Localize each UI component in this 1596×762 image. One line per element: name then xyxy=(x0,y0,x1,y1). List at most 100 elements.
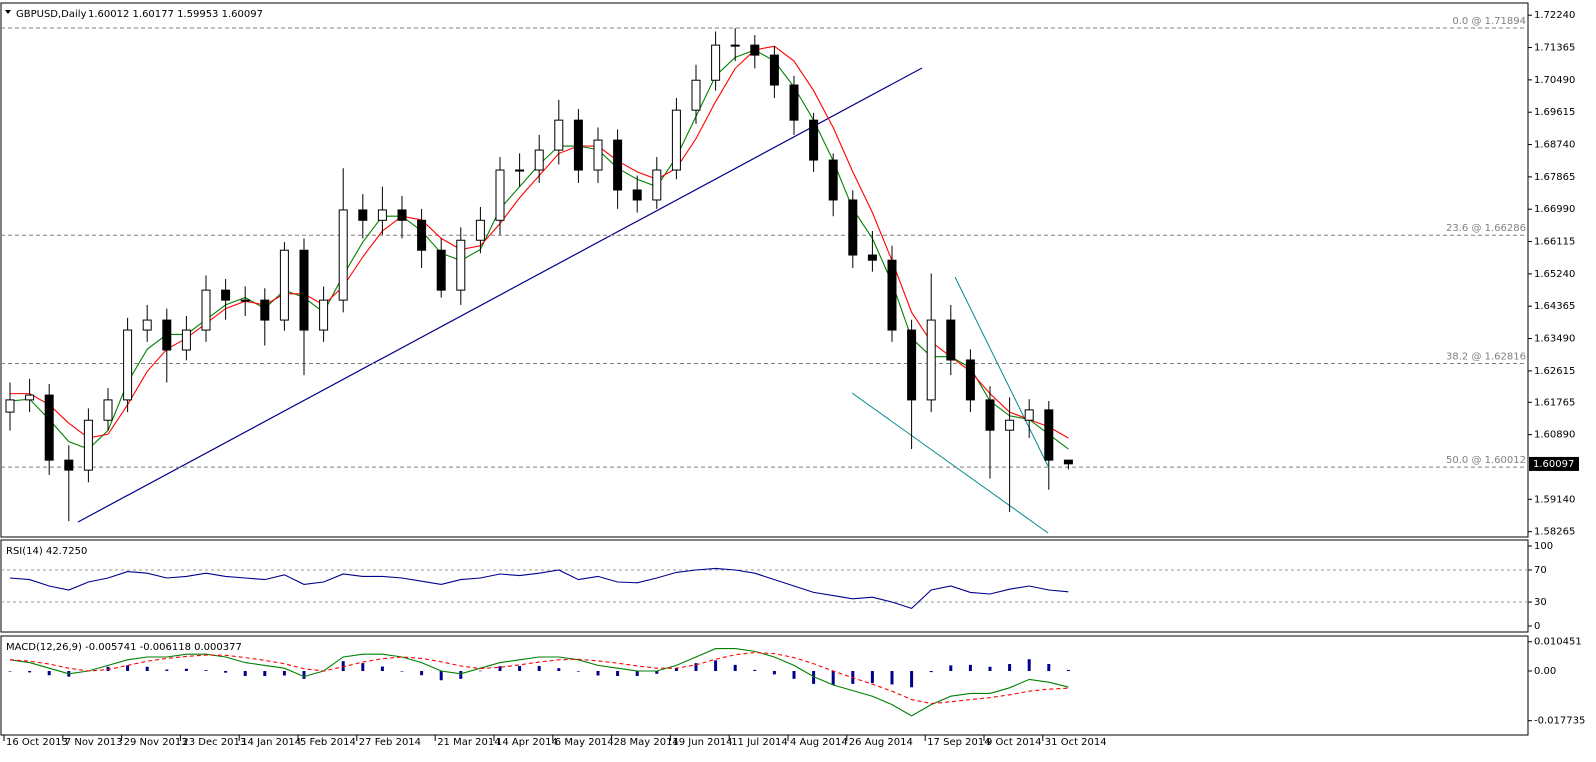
candle-body xyxy=(1024,409,1034,421)
panel-frame xyxy=(0,539,1529,633)
histogram-bar xyxy=(439,670,443,681)
histogram-bar xyxy=(8,670,12,672)
y-tick-label: 100 xyxy=(1534,541,1553,552)
candle-body xyxy=(985,399,995,431)
histogram-bar xyxy=(576,670,580,672)
candle-body xyxy=(1005,419,1015,431)
y-tick-label: 1.63490 xyxy=(1534,334,1575,345)
panel-frame xyxy=(0,635,1529,736)
candle-body xyxy=(534,149,544,171)
candle-body xyxy=(495,169,505,221)
price-label: 1.60097 xyxy=(1533,459,1574,470)
candle-body xyxy=(338,209,348,301)
candle-body xyxy=(730,44,740,47)
x-tick-label: 4 Aug 2014 xyxy=(790,737,848,748)
histogram-bar xyxy=(518,665,522,671)
candle-body xyxy=(515,169,525,172)
histogram-bar xyxy=(282,670,286,676)
candle-body xyxy=(632,189,642,201)
candle-body xyxy=(769,54,779,86)
histogram-bar xyxy=(870,670,874,684)
y-tick-label: 1.66115 xyxy=(1534,237,1575,248)
panel-title: GBPUSD,Daily xyxy=(16,9,87,20)
candle-body xyxy=(750,44,760,56)
histogram-bar xyxy=(302,670,306,679)
x-tick-label: 21 Mar 2014 xyxy=(437,737,500,748)
histogram-bar xyxy=(714,660,718,671)
x-tick-label: 5 Feb 2014 xyxy=(300,737,356,748)
histogram-bar xyxy=(655,670,659,674)
fib-label: 38.2 @ 1.62816 xyxy=(1446,351,1526,362)
panel-title: RSI(14) 42.7250 xyxy=(6,546,87,557)
y-tick-label: 1.60890 xyxy=(1534,430,1575,441)
histogram-bar xyxy=(988,666,992,671)
histogram-bar xyxy=(910,670,914,688)
x-tick-label: 11 Jul 2014 xyxy=(731,737,788,748)
histogram-bar xyxy=(224,670,228,673)
y-tick-label: 1.65240 xyxy=(1534,269,1575,280)
histogram-bar xyxy=(929,670,933,673)
candle-body xyxy=(691,79,701,111)
histogram-bar xyxy=(890,670,894,685)
histogram-bar xyxy=(459,670,463,679)
y-tick-label: 1.58265 xyxy=(1534,527,1575,538)
candle-body xyxy=(456,239,466,291)
histogram-bar xyxy=(380,666,384,671)
candle-body xyxy=(377,209,387,221)
candle-body xyxy=(711,44,721,81)
histogram-bar xyxy=(694,663,698,671)
histogram-bar xyxy=(733,664,737,671)
histogram-bar xyxy=(1027,659,1031,671)
y-tick-label: 1.59140 xyxy=(1534,494,1575,505)
histogram-bar xyxy=(478,670,482,672)
rsi-line xyxy=(9,567,1069,610)
candle-body xyxy=(123,329,133,401)
channel-line xyxy=(851,392,1049,534)
y-tick-label: 1.62615 xyxy=(1534,366,1575,377)
histogram-bar xyxy=(165,669,169,671)
y-tick-label: 0.00 xyxy=(1534,666,1556,677)
histogram-bar xyxy=(772,670,776,675)
x-tick-label: 7 Nov 2013 xyxy=(65,737,123,748)
candle-body xyxy=(907,329,917,401)
histogram-bar xyxy=(204,670,208,671)
candle-body xyxy=(867,254,877,261)
candle-body xyxy=(789,84,799,121)
y-tick-label: 1.66990 xyxy=(1534,204,1575,215)
candle-body xyxy=(573,119,583,171)
histogram-bar xyxy=(400,670,404,672)
histogram-bar xyxy=(557,668,561,671)
histogram-bar xyxy=(1047,663,1051,671)
candle-body xyxy=(436,249,446,291)
x-tick-label: 19 Jun 2014 xyxy=(672,737,732,748)
y-tick-label: -0.017735 xyxy=(1534,716,1585,727)
histogram-bar xyxy=(635,670,639,677)
candle-body xyxy=(358,209,368,221)
histogram-bar xyxy=(106,666,110,671)
candle-body xyxy=(221,289,231,301)
panel-frame xyxy=(0,2,1529,538)
histogram-bar xyxy=(47,670,51,676)
y-tick-label: 1.71365 xyxy=(1534,43,1575,54)
candle-body xyxy=(475,219,485,241)
x-tick-label: 16 Oct 2013 xyxy=(6,737,68,748)
x-tick-label: 27 Feb 2014 xyxy=(359,737,421,748)
candle-body xyxy=(809,119,819,161)
candle-body xyxy=(828,159,838,201)
candle-body xyxy=(25,394,35,401)
x-tick-label: 9 Oct 2014 xyxy=(986,737,1041,748)
histogram-bar xyxy=(145,666,149,671)
histogram-bar xyxy=(812,670,816,684)
candle-body xyxy=(613,139,623,191)
histogram-bar xyxy=(753,669,757,671)
candle-body xyxy=(671,109,681,171)
channel-line xyxy=(954,276,1049,467)
histogram-bar xyxy=(831,670,835,686)
signal-line xyxy=(9,651,1069,705)
y-tick-label: 1.72240 xyxy=(1534,10,1575,21)
candle-body xyxy=(593,139,603,171)
histogram-bar xyxy=(968,664,972,671)
candle-body xyxy=(201,289,211,331)
